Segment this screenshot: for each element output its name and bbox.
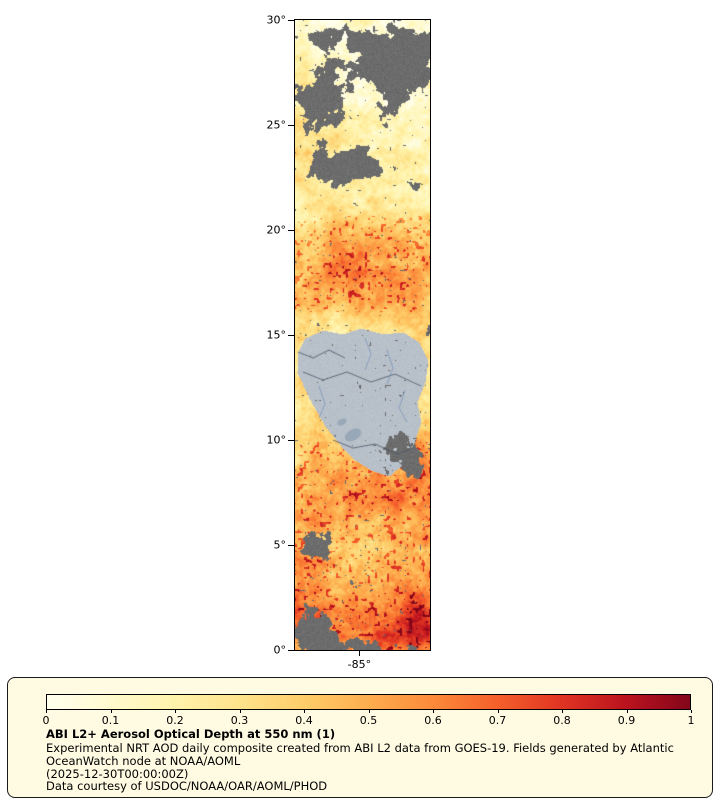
colorbar-tick-label: 0.2 (166, 714, 184, 727)
y-axis-tick-label: 25° (266, 118, 287, 132)
y-axis-tick-label: 10° (266, 433, 287, 447)
caption-line-1: Experimental NRT AOD daily composite cre… (46, 741, 674, 755)
colorbar-tick (562, 710, 563, 713)
colorbar-tick (46, 710, 47, 713)
colorbar-tick-label: 0.6 (424, 714, 442, 727)
colorbar-tick-label: 0.7 (488, 714, 507, 727)
colorbar-tick (304, 710, 305, 713)
y-axis-tick-label: 0° (273, 643, 287, 657)
colorbar-tick-label: 0.3 (230, 714, 249, 727)
y-axis-tick-label: 5° (273, 538, 287, 552)
legend-caption: Experimental NRT AOD daily composite cre… (46, 742, 706, 793)
colorbar-gradient (46, 694, 691, 710)
colorbar-tick-label: 0.8 (553, 714, 571, 727)
x-axis-tick-label: -85° (347, 658, 372, 671)
y-axis-tick (288, 20, 294, 21)
y-axis-tick (288, 440, 294, 441)
caption-line-3: (2025-12-30T00:00:00Z) (46, 766, 189, 781)
colorbar-tick-label: 1 (687, 714, 695, 727)
y-axis-tick (288, 650, 294, 651)
colorbar-tick (626, 710, 628, 713)
y-axis-tick (288, 545, 294, 546)
colorbar-tick-label: 0 (42, 714, 50, 727)
colorbar-tick (497, 710, 499, 713)
y-axis-tick (288, 125, 294, 126)
colorbar-tick (433, 710, 434, 713)
y-axis-tick-label: 20° (266, 223, 287, 237)
y-axis-tick-label: 15° (266, 328, 287, 342)
legend-panel: ABI L2+ Aerosol Optical Depth at 550 nm … (7, 677, 713, 798)
aod-map-raster (295, 20, 430, 650)
colorbar-tick-label: 0.5 (359, 714, 378, 727)
caption-line-4: Data courtesy of USDOC/NOAA/OAR/AOML/PHO… (46, 779, 328, 794)
y-axis-tick (288, 335, 294, 336)
colorbar-tick (239, 710, 241, 713)
caption-line-2: OceanWatch node at NOAA/AOML (46, 753, 241, 768)
colorbar-tick (368, 710, 370, 713)
colorbar-tick (691, 710, 692, 713)
colorbar-tick (110, 710, 112, 713)
map-plot-frame (294, 19, 431, 651)
colorbar-tick-label: 0.4 (295, 714, 313, 727)
legend-title: ABI L2+ Aerosol Optical Depth at 550 nm … (46, 727, 336, 741)
colorbar-tick (175, 710, 176, 713)
y-axis-tick-label: 30° (266, 13, 287, 27)
colorbar-tick-label: 0.1 (101, 714, 120, 727)
x-axis-tick (359, 651, 361, 656)
y-axis-tick (288, 230, 294, 231)
colorbar-tick-label: 0.9 (617, 714, 636, 727)
